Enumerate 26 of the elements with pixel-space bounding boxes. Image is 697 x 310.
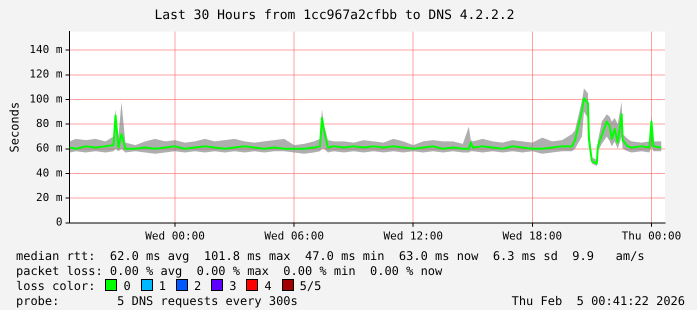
text: packet loss: 0.00 % avg 0.00 % max 0.00 % min 0.00 % now xyxy=(16,264,442,278)
legend-label: 0 xyxy=(123,279,131,293)
y-tick-label: 40 m xyxy=(36,166,63,180)
x-tick-label: Wed 18:00 xyxy=(502,229,562,242)
chart-title: Last 30 Hours from 1cc967a2cfbb to DNS 4.2.2.2 xyxy=(154,8,515,24)
y-axis-title: Seconds xyxy=(7,102,22,152)
text: probe: 5 DNS requests every 300s xyxy=(16,294,298,308)
legend-label: 4 xyxy=(264,279,272,293)
x-tick-label: Wed 12:00 xyxy=(383,229,444,242)
x-tick-label: Wed 06:00 xyxy=(264,229,324,242)
y-tick-label: 140 m xyxy=(29,42,63,56)
y-tick-label: 100 m xyxy=(29,92,63,106)
y-tick-label: 20 m xyxy=(36,190,63,204)
y-tick-label: 60 m xyxy=(36,142,63,155)
legend-title: loss color: xyxy=(16,279,96,293)
x-tick-label: Wed 00:00 xyxy=(145,229,205,242)
y-tick-label: 80 m xyxy=(36,116,63,130)
legend-label: 3 xyxy=(229,279,236,293)
x-tick-label: Thu 00:00 xyxy=(622,229,682,242)
text: Thu Feb 5 00:41:22 2026 xyxy=(512,294,685,308)
y-tick-label: 0 xyxy=(56,216,63,229)
y-tick-label: 120 m xyxy=(29,68,63,81)
legend-label: 2 xyxy=(194,279,202,293)
text: median rtt: 62.0 ms avg 101.8 ms max 47.0 ms min 63.0 ms now 6.3 ms sd 9.9 am/s xyxy=(16,249,645,263)
legend-label: 5/5 xyxy=(300,279,322,293)
legend-label: 1 xyxy=(158,279,166,293)
